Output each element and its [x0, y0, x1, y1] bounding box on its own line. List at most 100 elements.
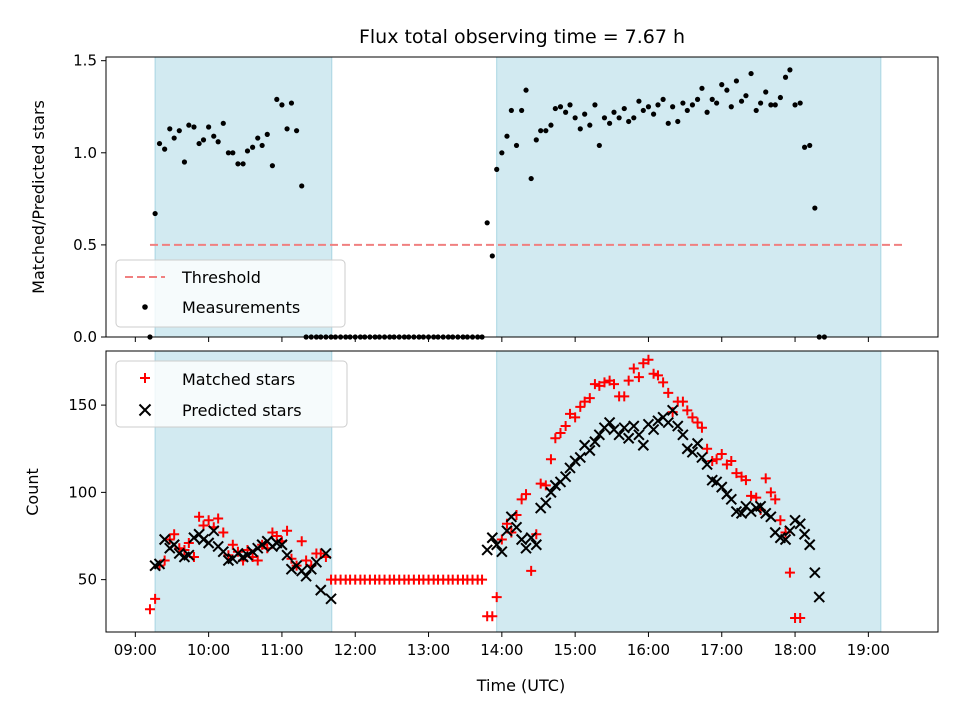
measurement-point [689, 102, 696, 108]
predicted-star-point [564, 462, 576, 474]
predicted-star-point [305, 563, 317, 575]
measurement-point [797, 100, 803, 106]
measurement-point [284, 126, 290, 132]
count-series-predicted-stars [149, 404, 825, 605]
matched-star-point [633, 372, 644, 383]
measurement-point [660, 96, 666, 102]
predicted-star-point [202, 537, 215, 549]
matched-star-point [726, 455, 737, 466]
measurement-point [592, 102, 598, 108]
measurement-point [596, 142, 602, 149]
x-tick-label: 16:00 [627, 641, 670, 659]
matched-star-point [521, 489, 532, 500]
ratio-panel: 0.0 0.5 1.0 1.5 [73, 52, 939, 346]
predicted-star-point [545, 486, 557, 499]
predicted-star-point [158, 533, 171, 546]
predicted-star-point [593, 429, 606, 441]
matched-star-point [770, 494, 781, 505]
predicted-star-point [310, 556, 323, 568]
matched-star-point [491, 592, 502, 603]
predicted-star-point [652, 415, 664, 427]
measurement-point [684, 107, 690, 114]
predicted-star-point [232, 547, 244, 560]
measurement-point [206, 124, 212, 130]
measurement-point [156, 140, 163, 147]
matched-star-point [575, 401, 586, 412]
matched-star-point [667, 407, 678, 418]
measurement-point [519, 107, 525, 114]
x-axis-label: Time (UTC) [476, 676, 565, 695]
predicted-star-point [197, 533, 210, 546]
x-tick-label: 18:00 [773, 641, 816, 659]
predicted-star-point [745, 505, 757, 518]
measurement-point [772, 102, 778, 108]
matched-star-point [619, 391, 630, 402]
predicted-star-point [677, 429, 689, 441]
measurement-point [719, 82, 725, 88]
measurement-point [801, 144, 808, 150]
matched-star-point [638, 358, 649, 369]
predicted-star-point [574, 451, 586, 464]
measurement-point [494, 166, 500, 172]
matched-stars-legend-label: Matched stars [182, 370, 295, 389]
matched-star-point [589, 379, 600, 390]
measurement-point [538, 128, 544, 134]
predicted-star-point [515, 533, 528, 546]
measurement-point [587, 122, 593, 128]
matched-star-point [682, 405, 693, 416]
measurement-point [743, 93, 749, 99]
measurement-point [753, 107, 759, 114]
predicted-star-point [300, 570, 312, 582]
count-y-tick-label: 50 [78, 571, 97, 589]
measurement-point [548, 122, 554, 128]
matched-star-point [740, 475, 751, 486]
measurement-point [792, 102, 798, 108]
chart-title: Flux total observing time = 7.67 h [359, 26, 685, 48]
matched-star-point [194, 511, 205, 522]
x-tick-label: 10:00 [187, 641, 230, 659]
predicted-star-point [637, 439, 650, 451]
measurement-point [152, 210, 158, 217]
measurement-point [768, 102, 774, 108]
predicted-star-point [725, 493, 737, 506]
predicted-star-point [285, 563, 298, 575]
predicted-star-point [530, 539, 543, 551]
predicted-star-point [754, 500, 767, 513]
matched-star-point [232, 546, 243, 557]
matched-star-point [716, 448, 727, 459]
matched-star-point [663, 387, 674, 398]
predicted-star-point [486, 532, 499, 544]
ratio-axes-frame [105, 56, 939, 338]
matched-star-point [775, 515, 786, 526]
measurement-point [714, 100, 720, 106]
matched-star-point [169, 529, 180, 540]
count-y-axis-label: Count [23, 468, 42, 516]
matched-star-point [570, 412, 581, 423]
measurement-point [489, 253, 495, 259]
measurement-point [513, 142, 520, 149]
measurement-point [259, 142, 265, 149]
count-series-matched-stars [144, 354, 806, 624]
x-tick-label: 15:00 [554, 641, 597, 659]
predicted-star-point [809, 566, 821, 579]
matched-star-point [565, 408, 576, 419]
predicted-star-point [315, 584, 327, 596]
measurement-point [528, 175, 534, 182]
predicted-star-point [633, 429, 645, 441]
ratio-y-tick-label: 0.0 [73, 328, 97, 346]
measurement-point [758, 100, 764, 106]
predicted-star-point [276, 539, 288, 551]
measurement-point [724, 87, 730, 93]
matched-star-point [150, 593, 161, 604]
x-tick-label: 19:00 [847, 641, 890, 659]
predicted-star-point [153, 558, 166, 570]
x-tick-label: 12:00 [334, 641, 377, 659]
predicted-star-point [701, 458, 713, 471]
measurements-legend-label: Measurements [182, 298, 300, 317]
measurement-point [567, 102, 573, 108]
measurement-point [665, 120, 671, 126]
measurement-point [670, 104, 676, 110]
count-y-tick-label: 100 [68, 483, 97, 501]
matched-star-point [252, 555, 263, 566]
predicted-star-point [256, 539, 268, 551]
